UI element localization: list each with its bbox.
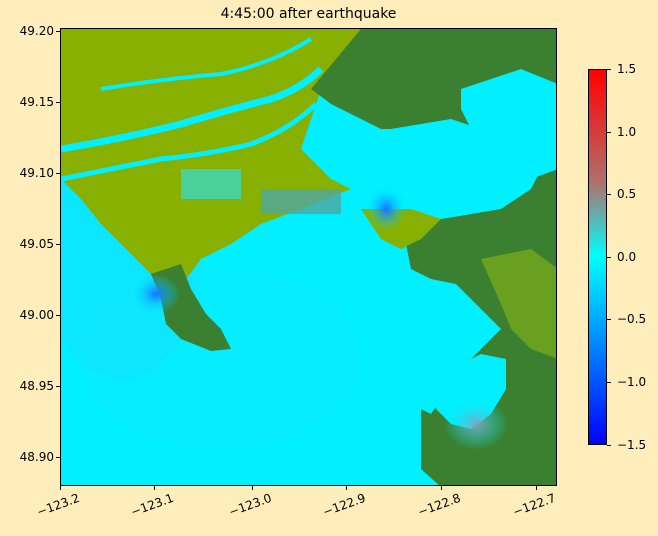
colorbar-tick-mark (607, 445, 611, 446)
colorbar-tick-mark (607, 382, 611, 383)
colorbar (588, 69, 607, 445)
negative-anomaly-east (366, 187, 406, 231)
mudflat-patch (261, 189, 341, 214)
y-tick-mark (56, 386, 60, 387)
x-tick-label: −123.1 (128, 490, 176, 520)
colorbar-tick-mark (607, 132, 611, 133)
y-tick-mark (56, 457, 60, 458)
water-shade-center (81, 269, 361, 449)
y-tick-label: 49.15 (19, 95, 54, 109)
colorbar-tick-label: −0.5 (617, 312, 647, 326)
x-tick-mark (154, 486, 155, 490)
river-channel-south (61, 102, 318, 182)
y-tick-label: 49.10 (19, 166, 54, 180)
x-tick-mark (60, 486, 61, 490)
colorbar-tick-label: −1.0 (617, 375, 647, 389)
negative-anomaly-west (132, 274, 180, 314)
y-tick-mark (56, 173, 60, 174)
colorbar-tick-label: 1.5 (617, 62, 637, 76)
colorbar-tick-mark (607, 194, 611, 195)
y-tick-mark (56, 31, 60, 32)
wetland-patch (181, 169, 241, 199)
colorbar-tick-label: 0.0 (617, 250, 637, 264)
x-tick-mark (536, 486, 537, 490)
x-tick-label: −122.7 (510, 490, 558, 520)
x-tick-label: −123.2 (34, 490, 82, 520)
blaine-upland (421, 409, 501, 485)
x-tick-mark (252, 486, 253, 490)
y-tick-mark (56, 244, 60, 245)
river-channel-upper (100, 37, 313, 91)
y-tick-label: 49.00 (19, 308, 54, 322)
y-tick-mark (56, 315, 60, 316)
nicomekl-valley (481, 249, 556, 359)
boundary-bay-inlet (391, 119, 501, 219)
colorbar-tick-mark (607, 69, 611, 70)
map-title: 4:45:00 after earthquake (220, 6, 397, 22)
colorbar-tick-mark (607, 257, 611, 258)
colorbar-tick-label: −1.5 (617, 438, 647, 452)
x-tick-label: −122.8 (415, 490, 463, 520)
tsunami-map (61, 29, 556, 485)
colorbar-tick-label: 0.5 (617, 187, 637, 201)
river-channel-north (61, 66, 324, 153)
y-tick-label: 49.05 (19, 237, 54, 251)
y-tick-label: 48.90 (19, 450, 54, 464)
x-tick-mark (346, 486, 347, 490)
y-tick-mark (56, 102, 60, 103)
map-plot-area (60, 28, 557, 486)
colorbar-tick-label: 1.0 (617, 125, 637, 139)
colorbar-tick-mark (607, 319, 611, 320)
north-east-upland (351, 29, 556, 114)
x-tick-mark (441, 486, 442, 490)
y-tick-label: 48.95 (19, 379, 54, 393)
positive-anomaly (444, 398, 508, 450)
y-tick-label: 49.20 (19, 24, 54, 38)
x-tick-label: −122.9 (320, 490, 368, 520)
x-tick-label: −123.0 (226, 490, 274, 520)
